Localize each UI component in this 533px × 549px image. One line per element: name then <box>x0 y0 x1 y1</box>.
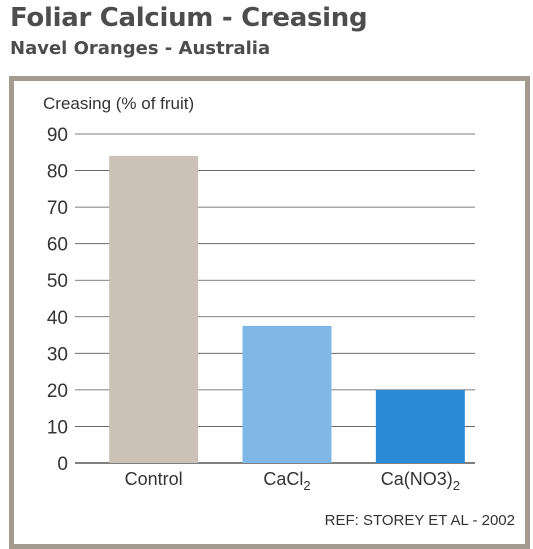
bar-3 <box>375 389 465 463</box>
chart-subtitle: Navel Oranges - Australia <box>10 38 271 59</box>
y-tick-label: 80 <box>47 162 68 183</box>
y-tick-label: 0 <box>57 454 68 475</box>
y-tick-label: 20 <box>47 381 68 402</box>
y-axis-label: Creasing (% of fruit) <box>43 94 194 113</box>
y-tick-label: 90 <box>47 125 68 146</box>
y-tick-label: 60 <box>47 235 68 256</box>
y-tick-label: 10 <box>47 417 68 438</box>
y-tick-label: 30 <box>47 344 68 365</box>
x-tick-label: CaCl2 <box>263 469 310 493</box>
y-tick-label: 50 <box>47 271 68 292</box>
reference-note: REF: STOREY ET AL - 2002 <box>325 512 515 529</box>
bar-2 <box>242 325 332 463</box>
x-tick-label: Ca(NO3)2 <box>381 469 460 493</box>
y-tick-label: 40 <box>47 308 68 329</box>
bar-1 <box>109 155 199 463</box>
x-tick-label: Control <box>125 469 183 489</box>
chart-title: Foliar Calcium - Creasing <box>10 3 368 33</box>
y-tick-label: 70 <box>47 198 68 219</box>
